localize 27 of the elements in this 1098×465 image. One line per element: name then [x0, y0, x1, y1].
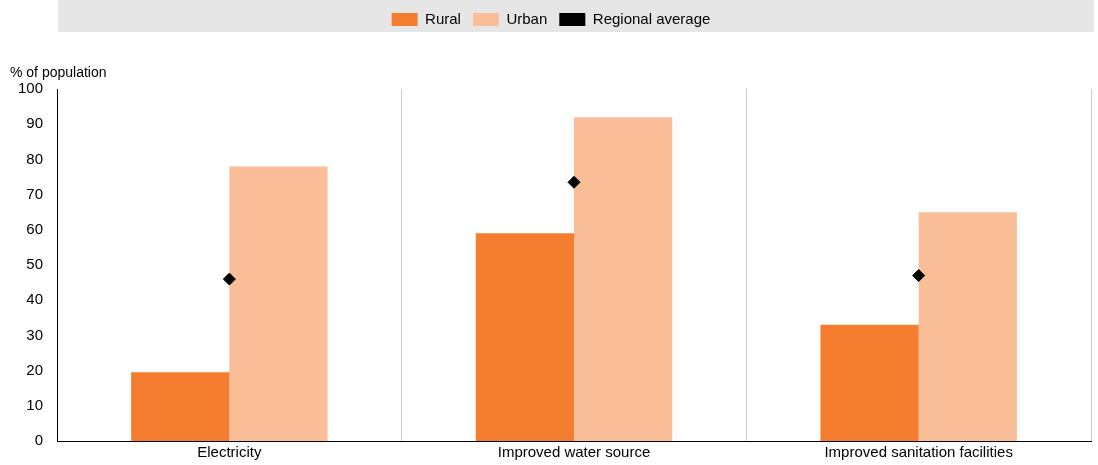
legend-label: Rural — [425, 9, 461, 27]
y-tick-label: 20 — [26, 360, 44, 378]
bar — [475, 233, 575, 441]
y-tick-label: 40 — [26, 290, 44, 308]
y-tick-label: 100 — [18, 79, 44, 97]
y-tick-label: 10 — [26, 395, 44, 413]
point — [912, 269, 926, 283]
y-tick-label: 0 — [34, 431, 44, 449]
bar — [131, 372, 230, 441]
point — [222, 272, 236, 286]
x-tick-label: Improved water source — [497, 443, 651, 461]
y-tick-label: 50 — [26, 255, 44, 273]
legend-label: Regional average — [592, 9, 711, 27]
bar — [229, 166, 328, 441]
bar — [820, 324, 919, 441]
y-axis-title: % of population — [10, 64, 107, 80]
y-tick-label: 60 — [26, 219, 44, 237]
y-tick-label: 80 — [26, 149, 44, 167]
bar — [918, 212, 1017, 441]
legend-label: Urban — [506, 9, 548, 27]
y-tick-label: 90 — [26, 114, 44, 132]
y-tick-label: 30 — [26, 325, 44, 343]
x-tick-label: Improved sanitation facilities — [824, 443, 1013, 461]
bar — [574, 117, 673, 441]
y-tick-label: 70 — [26, 184, 44, 202]
point — [567, 175, 581, 189]
x-tick-label: Electricity — [197, 443, 262, 461]
